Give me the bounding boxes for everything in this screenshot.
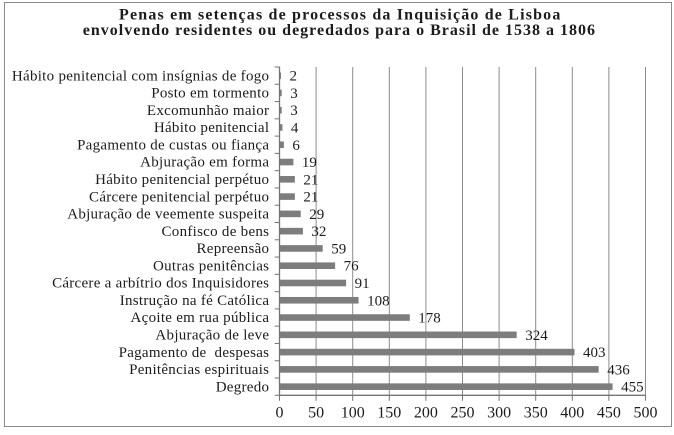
svg-text:0: 0 xyxy=(276,405,284,422)
svg-text:Abjuração de veemente suspeita: Abjuração de veemente suspeita xyxy=(67,207,269,223)
svg-text:59: 59 xyxy=(331,241,346,257)
svg-text:Abjuração em forma: Abjuração em forma xyxy=(140,155,269,171)
svg-text:350: 350 xyxy=(524,405,548,422)
svg-text:Outras penitências: Outras penitências xyxy=(153,258,269,274)
svg-text:Penas em setenças de processos: Penas em setenças de processos da Inquis… xyxy=(119,7,561,24)
svg-text:403: 403 xyxy=(583,345,606,361)
svg-text:Hábito penitencial: Hábito penitencial xyxy=(154,120,269,136)
svg-text:91: 91 xyxy=(355,276,370,292)
svg-text:150: 150 xyxy=(377,405,401,422)
svg-text:Penitências espirituais: Penitências espirituais xyxy=(129,362,269,378)
svg-text:Hábito penitencial perpétuo: Hábito penitencial perpétuo xyxy=(95,172,269,188)
svg-text:3: 3 xyxy=(290,103,298,119)
svg-text:300: 300 xyxy=(487,405,511,422)
svg-text:436: 436 xyxy=(607,362,630,378)
svg-text:21: 21 xyxy=(303,172,318,188)
svg-text:29: 29 xyxy=(309,207,324,223)
svg-text:178: 178 xyxy=(418,311,441,327)
svg-text:6: 6 xyxy=(292,138,300,154)
svg-text:envolvendo residentes ou degre: envolvendo residentes ou degredados para… xyxy=(83,22,596,39)
svg-text:Repreensão: Repreensão xyxy=(197,241,270,257)
svg-text:19: 19 xyxy=(302,155,317,171)
svg-text:400: 400 xyxy=(560,405,584,422)
svg-text:Pagamento de custas ou fiança: Pagamento de custas ou fiança xyxy=(77,137,269,153)
svg-text:Excomunhão maior: Excomunhão maior xyxy=(147,103,269,119)
svg-text:3: 3 xyxy=(290,86,298,102)
svg-text:21: 21 xyxy=(303,190,318,206)
svg-text:200: 200 xyxy=(414,405,438,422)
svg-text:Posto em tormento: Posto em tormento xyxy=(151,86,269,102)
svg-text:Confisco de bens: Confisco de bens xyxy=(162,224,270,240)
svg-text:32: 32 xyxy=(311,224,326,240)
svg-text:Pagamento de despesas: Pagamento de despesas xyxy=(119,345,270,361)
svg-text:Abjuração de leve: Abjuração de leve xyxy=(155,328,269,344)
svg-text:76: 76 xyxy=(344,259,360,275)
svg-text:108: 108 xyxy=(367,293,390,309)
svg-text:250: 250 xyxy=(451,405,475,422)
svg-text:455: 455 xyxy=(621,380,644,396)
svg-text:Degredo: Degredo xyxy=(216,379,270,395)
svg-text:Instrução na fé Católica: Instrução na fé Católica xyxy=(120,293,270,309)
svg-text:2: 2 xyxy=(290,69,298,85)
svg-text:100: 100 xyxy=(341,405,365,422)
svg-text:Açoite em rua pública: Açoite em rua pública xyxy=(131,310,270,326)
svg-text:4: 4 xyxy=(291,120,299,136)
svg-text:324: 324 xyxy=(525,328,548,344)
svg-text:Hábito penitencial com insígni: Hábito penitencial com insígnias de fogo xyxy=(12,68,269,84)
svg-text:Cárcere a arbítrio dos Inquisi: Cárcere a arbítrio dos Inquisidores xyxy=(52,276,269,292)
svg-text:500: 500 xyxy=(634,405,658,422)
svg-text:Cárcere penitencial perpétuo: Cárcere penitencial perpétuo xyxy=(89,189,269,205)
svg-text:450: 450 xyxy=(597,405,621,422)
svg-text:50: 50 xyxy=(308,405,324,422)
